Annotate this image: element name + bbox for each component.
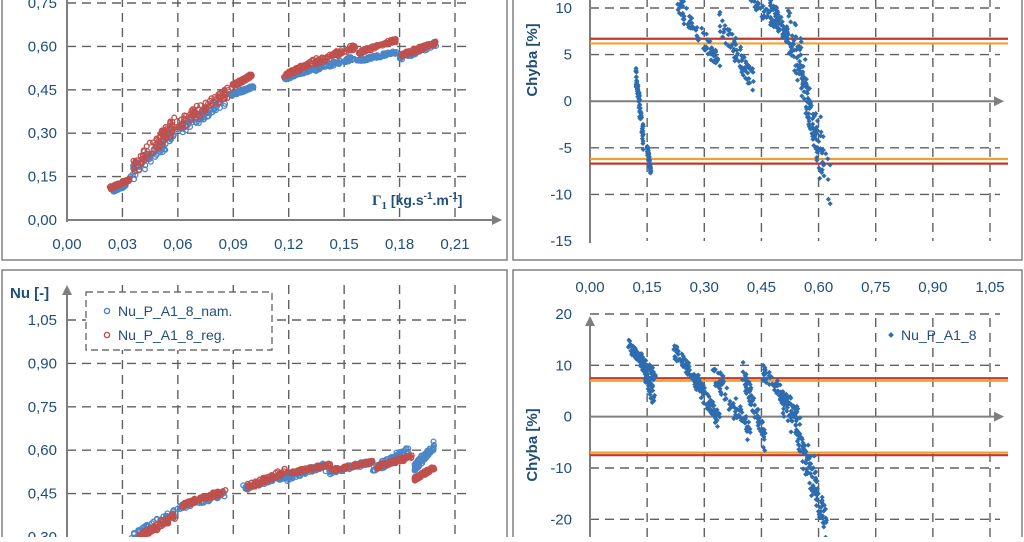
x-axis-label: Γ1 [kg.s-1.m-1] (372, 191, 462, 212)
data-point (715, 424, 720, 429)
data-point (681, 21, 686, 26)
data-point (724, 385, 729, 390)
y-tick-label: 0,60 (28, 38, 57, 55)
x-tick-label: 0,15 (633, 279, 662, 296)
y-tick-label: 20 (555, 306, 572, 323)
y-tick-label: 0,45 (28, 486, 57, 503)
y-tick-label: 0,60 (28, 442, 57, 459)
y-axis-label: Chyba [%] (524, 408, 541, 481)
x-tick-label: 0,12 (274, 236, 303, 253)
data-point (750, 88, 755, 93)
x-tick-label: 0,45 (747, 279, 776, 296)
y-tick-label: 10 (555, 0, 572, 17)
legend-label: Nu_P_A1_8 (901, 327, 977, 343)
y-tick-label: 10 (555, 357, 572, 374)
y-tick-label: -15 (550, 233, 572, 250)
y-tick-label: 0,00 (28, 212, 57, 229)
data-point (828, 201, 833, 206)
x-tick-label: 0,60 (804, 279, 833, 296)
data-series (107, 37, 438, 192)
x-tick-label: 0,90 (918, 279, 947, 296)
legend-label-nam: Nu_P_A1_8_nam. (118, 303, 232, 319)
data-point (788, 429, 793, 434)
data-point (815, 118, 820, 123)
data-point (745, 437, 750, 442)
data-series (633, 0, 832, 206)
data-point (717, 63, 722, 68)
data-point (798, 36, 803, 41)
data-point (717, 24, 722, 29)
y-tick-label: 0,90 (28, 355, 57, 372)
y-tick-label: 0,75 (28, 399, 57, 416)
data-point (788, 19, 793, 24)
x-tick-label: 0,00 (575, 279, 604, 296)
data-point (699, 26, 704, 31)
x-tick-label: 0,06 (163, 236, 192, 253)
data-point (826, 177, 831, 182)
data-series (129, 439, 436, 537)
data-point (718, 29, 723, 34)
data-point (752, 403, 757, 408)
data-point (797, 422, 802, 427)
y-tick-label: 0 (564, 93, 572, 110)
x-tick-label: 0,09 (219, 236, 248, 253)
y-tick-label: -20 (550, 511, 572, 528)
data-point (790, 33, 795, 38)
data-point (820, 495, 825, 500)
y-tick-label: 1,05 (28, 312, 57, 329)
x-tick-label: 0,75 (861, 279, 890, 296)
x-tick-label: 0,03 (108, 236, 137, 253)
data-point (720, 18, 725, 23)
data-series (626, 337, 829, 537)
x-tick-label: 0,00 (52, 236, 81, 253)
data-point (723, 392, 728, 397)
y-tick-label: 0,75 (28, 0, 57, 12)
y-tick-label: 5 (564, 47, 572, 64)
data-point (826, 197, 831, 202)
data-point (803, 57, 808, 62)
x-tick-label: 0,18 (385, 236, 414, 253)
data-point (741, 360, 746, 365)
y-axis-label: Chyba [%] (524, 23, 541, 96)
data-point (144, 144, 149, 149)
data-point (793, 422, 798, 427)
legend: Nu_P_A1_8 (888, 327, 977, 343)
y-tick-label: -10 (550, 460, 572, 477)
y-tick-label: 0,15 (28, 169, 57, 186)
data-point (733, 396, 738, 401)
x-tick-label: 0,21 (440, 236, 469, 253)
y-tick-label: -10 (550, 186, 572, 203)
y-tick-label: -5 (559, 140, 572, 157)
y-axis-label: Nu [-] (10, 285, 49, 302)
x-tick-label: 1,05 (975, 279, 1004, 296)
legend-label-reg: Nu_P_A1_8_reg. (118, 327, 225, 343)
y-tick-label: 0,30 (28, 125, 57, 142)
data-series (111, 40, 439, 194)
legend-marker (888, 332, 894, 338)
data-point (795, 78, 800, 83)
y-tick-label: 0,45 (28, 82, 57, 99)
x-tick-label: 0,15 (330, 236, 359, 253)
legend: Nu_P_A1_8_nam. Nu_P_A1_8_reg. (86, 292, 272, 350)
y-tick-label: 0 (564, 409, 572, 426)
data-point (825, 156, 830, 161)
x-tick-label: 0,30 (690, 279, 719, 296)
data-series (137, 453, 437, 537)
y-tick-label: 0,30 (28, 529, 57, 537)
data-point (634, 74, 639, 79)
